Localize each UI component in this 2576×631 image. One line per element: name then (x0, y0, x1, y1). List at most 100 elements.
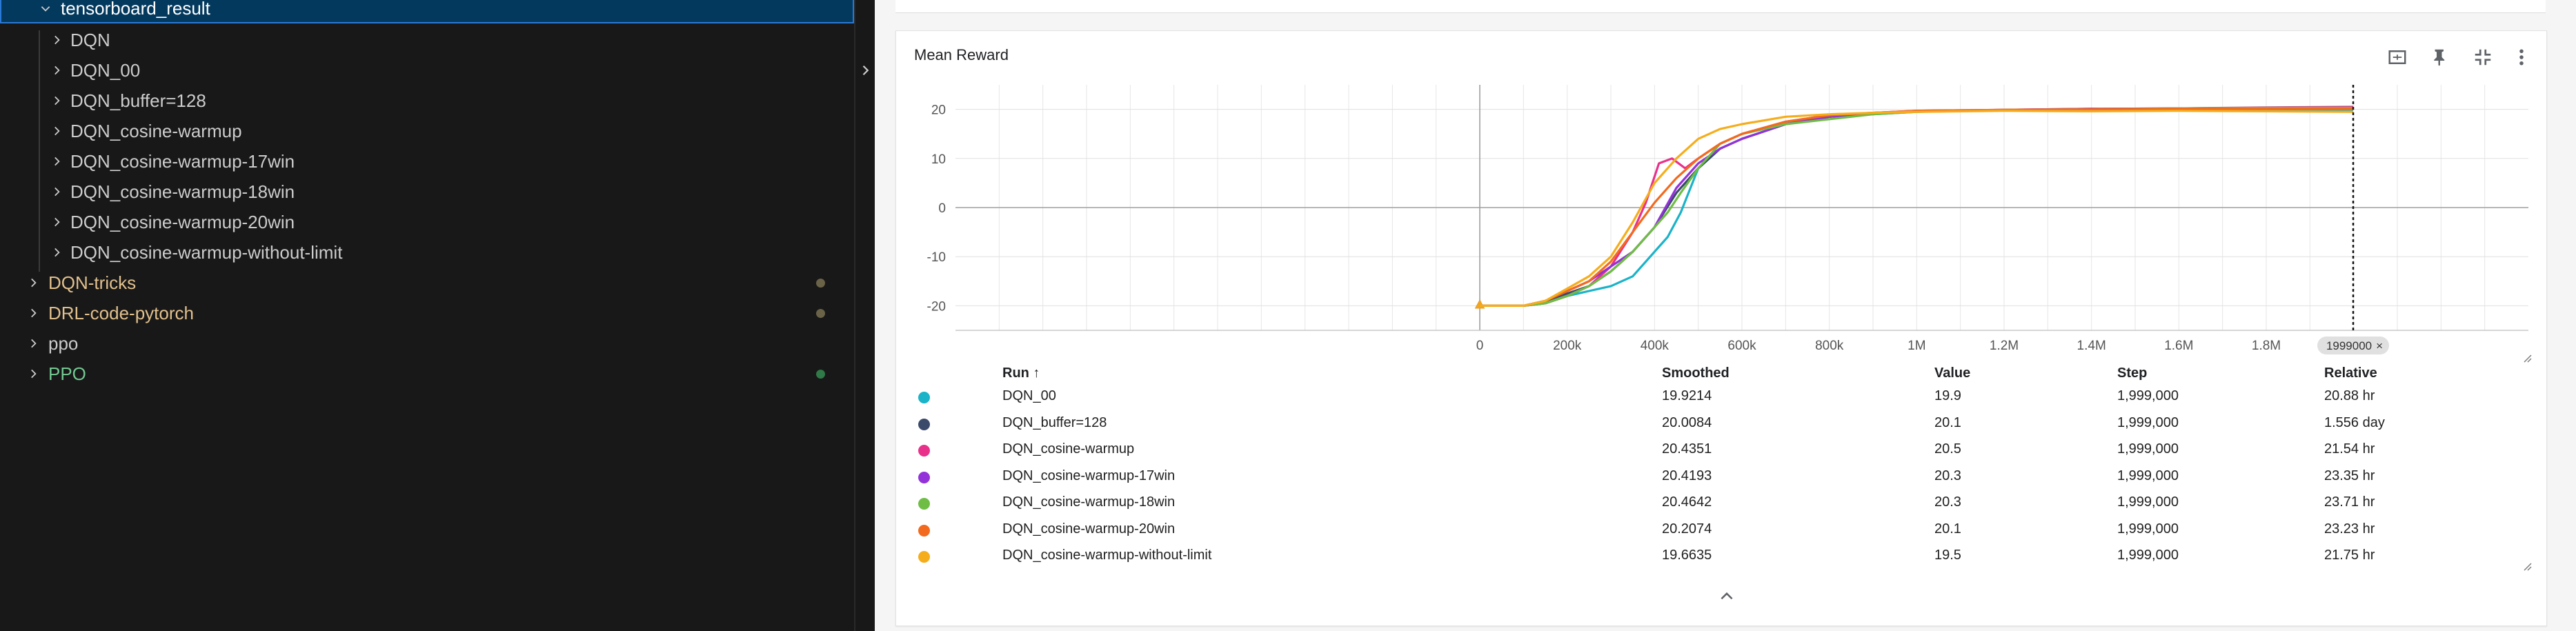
run-color-swatch (918, 498, 930, 510)
x-tick-label: 1.8M (2252, 339, 2281, 353)
chevron-right-icon (48, 55, 65, 86)
more-options-button[interactable] (2506, 42, 2537, 72)
tree-folder-label: DQN_cosine-warmup-without-limit (70, 242, 343, 263)
tree-folder-label: DQN_cosine-warmup-17win (70, 151, 295, 172)
cursor-chip-label: 1999000 (2326, 339, 2372, 352)
tree-folder-item[interactable]: DQN_cosine-warmup (0, 116, 854, 146)
table-row[interactable]: DQN_cosine-warmup 20.4351 20.5 1,999,000 21.… (896, 436, 2546, 462)
cell-run: DQN_buffer=128 (1002, 414, 1107, 430)
tree-folder-item[interactable]: PPO (0, 359, 854, 389)
y-tick-label: 0 (938, 201, 946, 216)
header-step[interactable]: Step (2117, 365, 2148, 381)
table-row[interactable]: DQN_cosine-warmup-17win 20.4193 20.3 1,999,… (896, 463, 2546, 489)
tree-folder-label: DQN (70, 30, 110, 50)
chevron-right-icon (48, 86, 65, 116)
tree-folder-label: ppo (48, 333, 79, 354)
resize-grip-icon[interactable] (2521, 352, 2533, 363)
tree-folder-label: DRL-code-pytorch (48, 303, 194, 323)
cell-value: 19.9 (1934, 388, 1961, 403)
tree-folder-label: DQN_cosine-warmup-20win (70, 212, 295, 232)
file-explorer: tensorboard_result DQN DQN_00 DQN_buffer=1… (0, 0, 854, 631)
tree-folder-item[interactable]: DQN_cosine-warmup-without-limit (0, 237, 854, 268)
cell-step: 1,999,000 (2117, 414, 2179, 430)
cell-run: DQN_cosine-warmup-20win (1002, 521, 1176, 537)
resize-grip-icon[interactable] (2521, 561, 2533, 572)
run-color-swatch (918, 418, 930, 430)
chevron-right-icon (25, 328, 41, 359)
header-value[interactable]: Value (1934, 365, 1971, 381)
cursor-chip (2317, 337, 2390, 354)
cell-step: 1,999,000 (2117, 548, 2179, 563)
close-icon: × (2376, 339, 2383, 352)
x-tick-label: 1.4M (2077, 339, 2106, 353)
cell-value: 19.5 (1934, 548, 1961, 563)
tree-folder-item[interactable]: DQN-tricks (0, 268, 854, 298)
exit-fullscreen-button[interactable] (2468, 42, 2498, 72)
x-tick-label: 200k (1553, 339, 1582, 353)
chevron-right-icon (48, 25, 65, 55)
table-row[interactable]: DQN_cosine-warmup-18win 20.4642 20.3 1,999,… (896, 489, 2546, 515)
cell-step: 1,999,000 (2117, 494, 2179, 510)
expand-table-button[interactable] (1713, 583, 1741, 610)
cell-smoothed: 19.6635 (1662, 548, 1712, 563)
previous-chart-card (895, 0, 2546, 13)
tree-folder-item[interactable]: ppo (0, 328, 854, 359)
table-row[interactable]: DQN_cosine-warmup-20win 20.2074 20.1 1,999,… (896, 516, 2546, 542)
cell-run: DQN_cosine-warmup (1002, 441, 1135, 457)
tree-folder-item[interactable]: DQN_buffer=128 (0, 86, 854, 116)
chevron-right-icon (25, 298, 41, 328)
cell-step: 1,999,000 (2117, 521, 2179, 537)
pin-button[interactable] (2425, 42, 2455, 72)
tree-folder-item[interactable]: DQN_00 (0, 55, 854, 86)
cell-step: 1,999,000 (2117, 388, 2179, 403)
sash-divider[interactable] (854, 0, 855, 631)
run-color-swatch (918, 551, 930, 563)
header-relative[interactable]: Relative (2324, 365, 2377, 381)
pin-icon (2434, 49, 2445, 66)
tree-folder-item[interactable]: DQN_cosine-warmup-20win (0, 207, 854, 237)
tree-folder-item[interactable]: DQN_cosine-warmup-18win (0, 177, 854, 207)
cell-value: 20.3 (1934, 494, 1961, 510)
git-status-dot (816, 309, 825, 318)
chevron-down-icon (37, 0, 54, 22)
chevron-right-icon (48, 207, 65, 237)
table-row[interactable]: DQN_buffer=128 20.0084 20.1 1,999,000 1.556 … (896, 410, 2546, 436)
cell-run: DQN_cosine-warmup-without-limit (1002, 548, 1212, 563)
table-row[interactable]: DQN_00 19.9214 19.9 1,999,000 20.88 hr (896, 383, 2546, 409)
cell-value: 20.1 (1934, 414, 1961, 430)
table-row[interactable]: DQN_cosine-warmup-without-limit 19.6635 19… (896, 542, 2546, 568)
cell-relative: 21.54 hr (2324, 441, 2375, 457)
tree-folder-item[interactable]: DQN (0, 25, 854, 55)
chevron-right-icon[interactable] (855, 55, 875, 86)
tree-folder-item[interactable]: DRL-code-pytorch (0, 298, 854, 328)
series-line (1480, 110, 2354, 307)
cell-smoothed: 20.0084 (1662, 414, 1712, 430)
cell-relative: 20.88 hr (2324, 388, 2375, 403)
cell-smoothed: 20.4642 (1662, 494, 1712, 510)
series-start-marker (1475, 299, 1485, 309)
chevron-right-icon (48, 237, 65, 268)
scalar-chart-card: Mean Reward 20 10 0 -10 -20 0 200k 400k 600k 800k… (895, 30, 2547, 626)
tree-folder-label: DQN_cosine-warmup (70, 121, 242, 141)
header-smoothed[interactable]: Smoothed (1662, 365, 1730, 381)
cell-run: DQN_00 (1002, 388, 1056, 403)
fit-to-data-button[interactable] (2382, 42, 2412, 72)
tree-folder-tensorboard-result[interactable]: tensorboard_result (0, 0, 854, 23)
tree-folder-item[interactable]: DQN_cosine-warmup-17win (0, 146, 854, 177)
header-run[interactable]: Run ↑ (1002, 365, 1040, 381)
x-tick-label: 600k (1727, 339, 1756, 353)
x-tick-label: 400k (1641, 339, 1670, 353)
run-color-swatch (918, 471, 930, 483)
fit-to-data-icon (2388, 50, 2406, 64)
run-color-swatch (918, 524, 930, 537)
cell-value: 20.1 (1934, 521, 1961, 537)
cell-smoothed: 19.9214 (1662, 388, 1712, 403)
y-tick-label: -10 (927, 250, 946, 265)
chevron-right-icon (48, 146, 65, 177)
chevron-right-icon (25, 359, 41, 389)
tensorboard-pane: Mean Reward 20 10 0 -10 -20 0 200k 400k 600k 800k… (875, 0, 2576, 631)
x-tick-label: 800k (1815, 339, 1844, 353)
line-chart[interactable]: 20 10 0 -10 -20 0 200k 400k 600k 800k 1M 1.2M 1.4M 1.… (896, 31, 2546, 376)
chevron-right-icon (25, 268, 41, 298)
tree-folder-label: DQN_buffer=128 (70, 90, 206, 111)
